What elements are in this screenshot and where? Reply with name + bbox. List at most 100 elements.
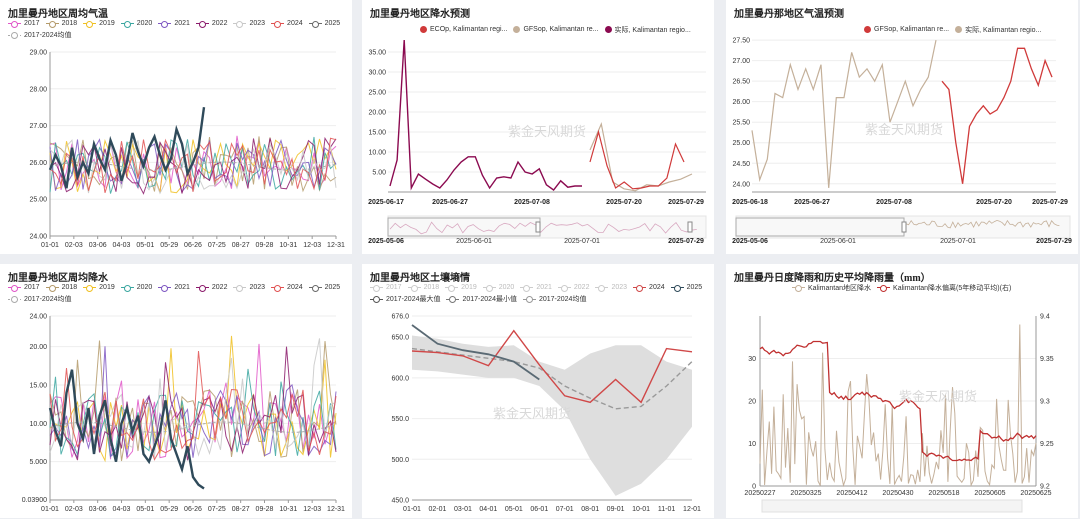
- legend-item[interactable]: 实际, Kalimantan regio...: [604, 24, 691, 35]
- legend-item[interactable]: 2017-2024最大值: [370, 294, 440, 305]
- tick-label: 02-01: [429, 506, 447, 513]
- legend-label: 2022: [211, 20, 228, 27]
- legend-item[interactable]: 2019: [83, 18, 115, 29]
- chart-title: 加里曼丹地区土壤墒情: [370, 273, 470, 284]
- legend-item[interactable]: 2017-2024均值: [8, 294, 71, 305]
- legend-label: 2018: [61, 20, 78, 27]
- legend-item[interactable]: 2017-2024均值: [522, 294, 586, 305]
- legend-item[interactable]: 2018: [45, 18, 78, 29]
- legend-item[interactable]: 2020: [482, 282, 514, 293]
- legend-marker-icon: [45, 284, 59, 292]
- legend-marker-icon: [8, 20, 21, 28]
- tick-label: 30: [748, 356, 756, 363]
- legend[interactable]: GFSop, Kalimantan re... 实际, Kalimantan re…: [864, 24, 1078, 35]
- legend-item[interactable]: 2025: [308, 18, 340, 29]
- tick-label: 676.0: [391, 314, 409, 321]
- slider-handle: [687, 221, 693, 233]
- watermark: 紫金天风期货: [899, 389, 977, 404]
- legend-item[interactable]: 2021: [158, 282, 190, 293]
- legend-item[interactable]: Kalimantan地区降水: [792, 282, 871, 293]
- legend-marker-icon: [482, 284, 496, 292]
- tick-label: 20250227: [744, 490, 775, 497]
- tick-label: 26.00: [29, 160, 47, 167]
- legend-item[interactable]: 2020: [120, 18, 153, 29]
- tick-label: 04-01: [479, 506, 497, 513]
- tick-label: 03-06: [89, 506, 107, 513]
- legend-label: 2019: [99, 20, 115, 27]
- legend-item[interactable]: GFSop, Kalimantan re...: [864, 24, 949, 35]
- tick-label: 01-01: [403, 506, 421, 513]
- legend-item[interactable]: 2021: [520, 282, 552, 293]
- legend-item[interactable]: 2017-2024最小值: [446, 294, 517, 305]
- legend-item[interactable]: 2017: [370, 282, 402, 293]
- legend-item[interactable]: 2019: [445, 282, 477, 293]
- legend-label: 2021: [536, 284, 552, 291]
- legend[interactable]: ECOp, Kalimantan regi... GFSop, Kalimanta…: [420, 24, 714, 35]
- legend-dot-icon: [604, 26, 612, 33]
- legend[interactable]: Kalimantan地区降水 Kalimantan降水偏离(5年移动平均)(右): [792, 282, 1078, 294]
- legend-item[interactable]: Kalimantan降水偏离(5年移动平均)(右): [877, 282, 1011, 293]
- tick-label: 25.50: [732, 120, 750, 127]
- tick-label: 25.00: [29, 197, 47, 204]
- legend-item[interactable]: 2023: [233, 282, 265, 293]
- legend-item[interactable]: 2017: [8, 282, 40, 293]
- chart-svg: 24.00 25.00 26.00 27.00 28.00 29.00 01-01 02-03…: [29, 50, 345, 250]
- y-right-tick-label: 9.25: [1040, 441, 1054, 448]
- panel-rain-forecast: 加里曼丹地区降水预测 ECOp, Kalimantan regi... GFSop…: [362, 0, 714, 254]
- x-tick-label: 2025-07-20: [606, 199, 642, 206]
- watermark: 紫金天风期货: [493, 406, 571, 421]
- legend[interactable]: 2017 2018 2019 2020 2021 2022 2023 2024 2025 2017…: [370, 282, 710, 305]
- legend-marker-icon: [445, 284, 459, 292]
- legend-label: 2021: [174, 284, 190, 291]
- tick-label: 0.03900: [22, 497, 47, 504]
- legend-label: 2023: [611, 284, 628, 291]
- legend-item[interactable]: 实际, Kalimantan regio...: [955, 24, 1041, 35]
- slider-handle: [535, 221, 541, 233]
- panel-daily-rain: 加里曼丹日度降雨和历史平均降雨量（mm） Kalimantan地区降水 Kalim…: [726, 264, 1078, 518]
- legend-marker-icon: [45, 20, 59, 28]
- legend-item[interactable]: 2023: [233, 18, 265, 29]
- legend-label: 2020: [136, 20, 153, 27]
- slider-label: 2025-06-01: [456, 238, 492, 245]
- legend-label: 2024: [287, 20, 303, 27]
- legend-item[interactable]: 2024: [271, 282, 303, 293]
- panel-weekly-rain: 加里曼丹地区周均降水 2017 2018 2019 2020 2021 2022 2023 2…: [0, 264, 352, 518]
- legend-item[interactable]: 2019: [83, 282, 115, 293]
- legend-item[interactable]: 2017: [8, 18, 40, 29]
- legend-item[interactable]: 2024: [271, 18, 303, 29]
- chart-svg: 0 10 20 30 9.2 9.25 9.3 9.35 9.4 20250227 20250325…: [744, 314, 1054, 513]
- legend-item[interactable]: 2017-2024均值: [8, 30, 71, 41]
- tick-label: 24.00: [732, 181, 750, 188]
- tick-label: 24.00: [29, 234, 47, 241]
- series-line-2024: [49, 137, 337, 193]
- x-tick-label: 2025-06-27: [794, 199, 830, 206]
- chart-svg: 0.03900 5.000 10.00 15.00 20.00 24.00 01-01 02-…: [22, 314, 345, 514]
- legend-item[interactable]: GFSop, Kalimantan re...: [513, 24, 599, 35]
- legend-item[interactable]: 2023: [595, 282, 627, 293]
- legend-item[interactable]: 2021: [158, 18, 190, 29]
- legend-item[interactable]: 2022: [557, 282, 589, 293]
- tick-label: 10-31: [279, 506, 297, 513]
- tick-label: 04-03: [113, 242, 131, 249]
- x-tick-label: 2025-07-29: [1032, 199, 1068, 206]
- legend[interactable]: 2017 2018 2019 2020 2021 2022 2023 2024 2025 2017…: [8, 18, 348, 41]
- legend-item[interactable]: 2022: [195, 282, 227, 293]
- legend[interactable]: 2017 2018 2019 2020 2021 2022 2023 2024 2025 2017…: [8, 282, 348, 305]
- legend-item[interactable]: 2020: [120, 282, 152, 293]
- legend-label: 2019: [99, 284, 115, 291]
- tick-label: 12-01: [683, 506, 701, 513]
- chart-title: 加里曼丹日度降雨和历史平均降雨量（mm）: [734, 273, 931, 284]
- tick-label: 27.00: [29, 123, 47, 130]
- legend-item[interactable]: 2018: [45, 282, 77, 293]
- tick-label: 30.00: [368, 70, 386, 77]
- legend-item[interactable]: 2024: [633, 282, 665, 293]
- tick-label: 0: [752, 484, 756, 491]
- tick-label: 12-03: [303, 506, 321, 513]
- legend-item[interactable]: 2025: [308, 282, 340, 293]
- legend-item[interactable]: 2025: [670, 282, 702, 293]
- legend-item[interactable]: 2022: [195, 18, 228, 29]
- tick-label: 01-01: [41, 242, 59, 249]
- legend-item[interactable]: ECOp, Kalimantan regi...: [420, 24, 507, 35]
- legend-item[interactable]: 2018: [407, 282, 439, 293]
- slider-preview: [905, 219, 1060, 229]
